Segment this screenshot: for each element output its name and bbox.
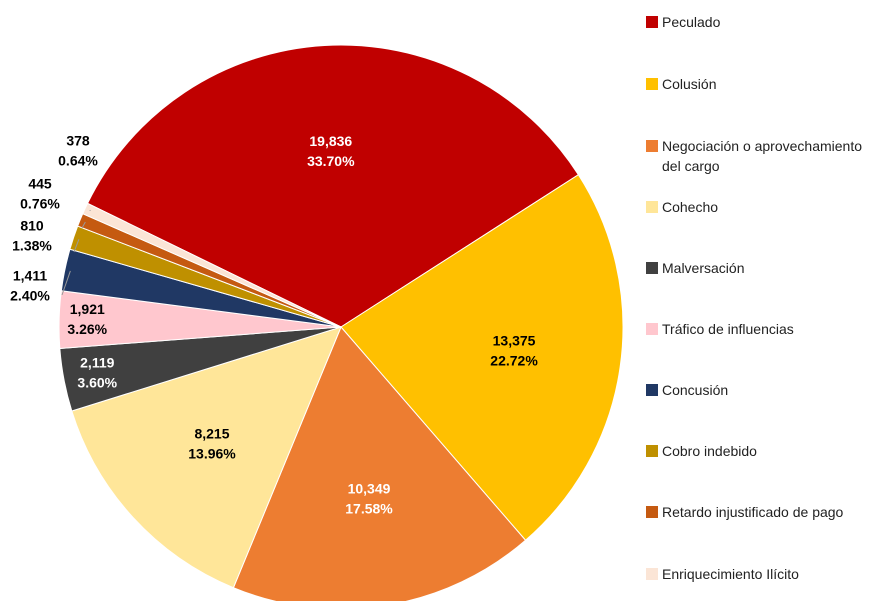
data-label-percent: 22.72% [490,353,538,369]
legend-label: Peculado [662,14,721,30]
legend-label: Malversación [662,260,745,276]
legend-swatch [646,568,658,580]
data-label-value: 13,375 [493,333,536,349]
legend-item: Tráfico de influencias [646,319,878,339]
leader-line [61,270,71,296]
data-label-value: 445 [28,176,52,192]
data-label-value: 10,349 [348,480,391,496]
legend-swatch [646,16,658,28]
legend-swatch [646,445,658,457]
data-label-value: 2,119 [80,354,114,370]
legend-swatch [646,140,658,152]
data-label-value: 810 [20,218,44,234]
data-label-percent: 3.60% [77,374,117,390]
leader-line [73,239,80,253]
legend-label: Enriquecimiento Ilícito [662,566,799,582]
legend-swatch [646,506,658,518]
legend-item: Concusión [646,380,878,400]
data-label-percent: 17.58% [345,500,393,516]
data-label-percent: 13.96% [188,446,236,462]
legend-item: Negociación o aprovechamiento del cargo [646,136,878,176]
legend-label: Cobro indebido [662,443,757,459]
pie-slice [71,326,342,589]
legend-item: Peculado [646,12,878,32]
legend-item: Retardo injustificado de pago [646,502,878,522]
data-label-percent: 3.26% [67,321,107,337]
data-label-percent: 0.76% [20,196,60,212]
legend-swatch [646,78,658,90]
leader-line [81,221,86,229]
legend-label: Cohecho [662,199,719,215]
legend-item: Cohecho [646,197,878,217]
legend-label: Tráfico de influencias [662,321,794,337]
data-label-value: 1,411 [13,268,47,284]
pie-slice [86,44,580,328]
legend-label: Retardo injustificado de pago [662,504,844,520]
data-label-percent: 2.40% [10,288,50,304]
legend-swatch [646,384,658,396]
legend-swatch [646,323,658,335]
legend-label: Concusión [662,382,729,398]
legend-item: Cobro indebido [646,441,878,461]
data-label-value: 1,921 [70,301,105,317]
legend-item: Colusión [646,74,878,94]
data-label-percent: 1.38% [12,238,52,254]
legend-item: Malversación [646,258,878,278]
data-label-value: 19,836 [309,133,352,149]
data-label-percent: 33.70% [307,153,355,169]
pie-slice [82,202,342,328]
legend-label: Negociación o aprovechamiento del cargo [662,138,863,174]
legend-item: Enriquecimiento Ilícito [646,564,878,584]
data-label-value: 8,215 [194,426,229,442]
legend-label: Colusión [662,76,717,92]
pie-slice [232,326,527,601]
legend-swatch [646,201,658,213]
data-label-percent: 0.64% [58,153,98,169]
legend-swatch [646,262,658,274]
pie-slice [340,174,624,541]
data-label-value: 378 [66,133,90,149]
